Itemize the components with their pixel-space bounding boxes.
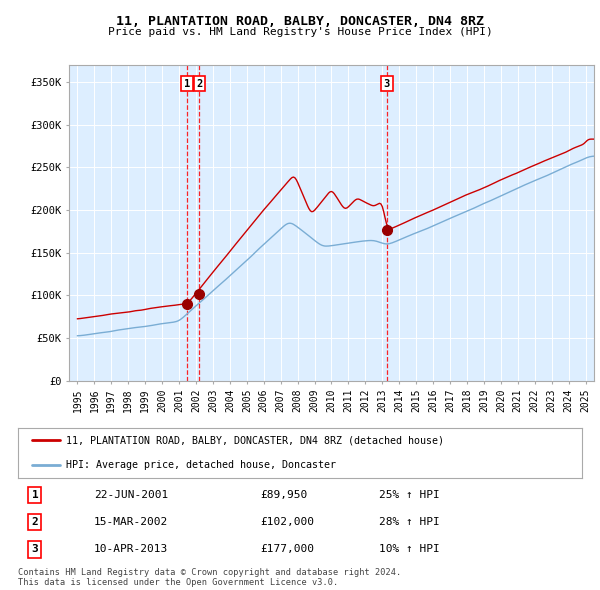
Text: 3: 3 [384,78,390,88]
Text: £89,950: £89,950 [260,490,308,500]
Text: 11, PLANTATION ROAD, BALBY, DONCASTER, DN4 8RZ (detached house): 11, PLANTATION ROAD, BALBY, DONCASTER, D… [66,435,444,445]
Text: 15-MAR-2002: 15-MAR-2002 [94,517,169,527]
Text: 10% ↑ HPI: 10% ↑ HPI [379,545,440,555]
Text: HPI: Average price, detached house, Doncaster: HPI: Average price, detached house, Donc… [66,460,336,470]
Text: 22-JUN-2001: 22-JUN-2001 [94,490,169,500]
Text: 2: 2 [32,517,38,527]
Text: 2: 2 [196,78,203,88]
Text: 3: 3 [32,545,38,555]
Text: Contains HM Land Registry data © Crown copyright and database right 2024.
This d: Contains HM Land Registry data © Crown c… [18,568,401,587]
Text: 10-APR-2013: 10-APR-2013 [94,545,169,555]
Text: 25% ↑ HPI: 25% ↑ HPI [379,490,440,500]
Text: 1: 1 [32,490,38,500]
Text: 1: 1 [184,78,190,88]
Text: 28% ↑ HPI: 28% ↑ HPI [379,517,440,527]
Text: £102,000: £102,000 [260,517,314,527]
Text: 11, PLANTATION ROAD, BALBY, DONCASTER, DN4 8RZ: 11, PLANTATION ROAD, BALBY, DONCASTER, D… [116,15,484,28]
Text: Price paid vs. HM Land Registry's House Price Index (HPI): Price paid vs. HM Land Registry's House … [107,27,493,37]
Text: £177,000: £177,000 [260,545,314,555]
